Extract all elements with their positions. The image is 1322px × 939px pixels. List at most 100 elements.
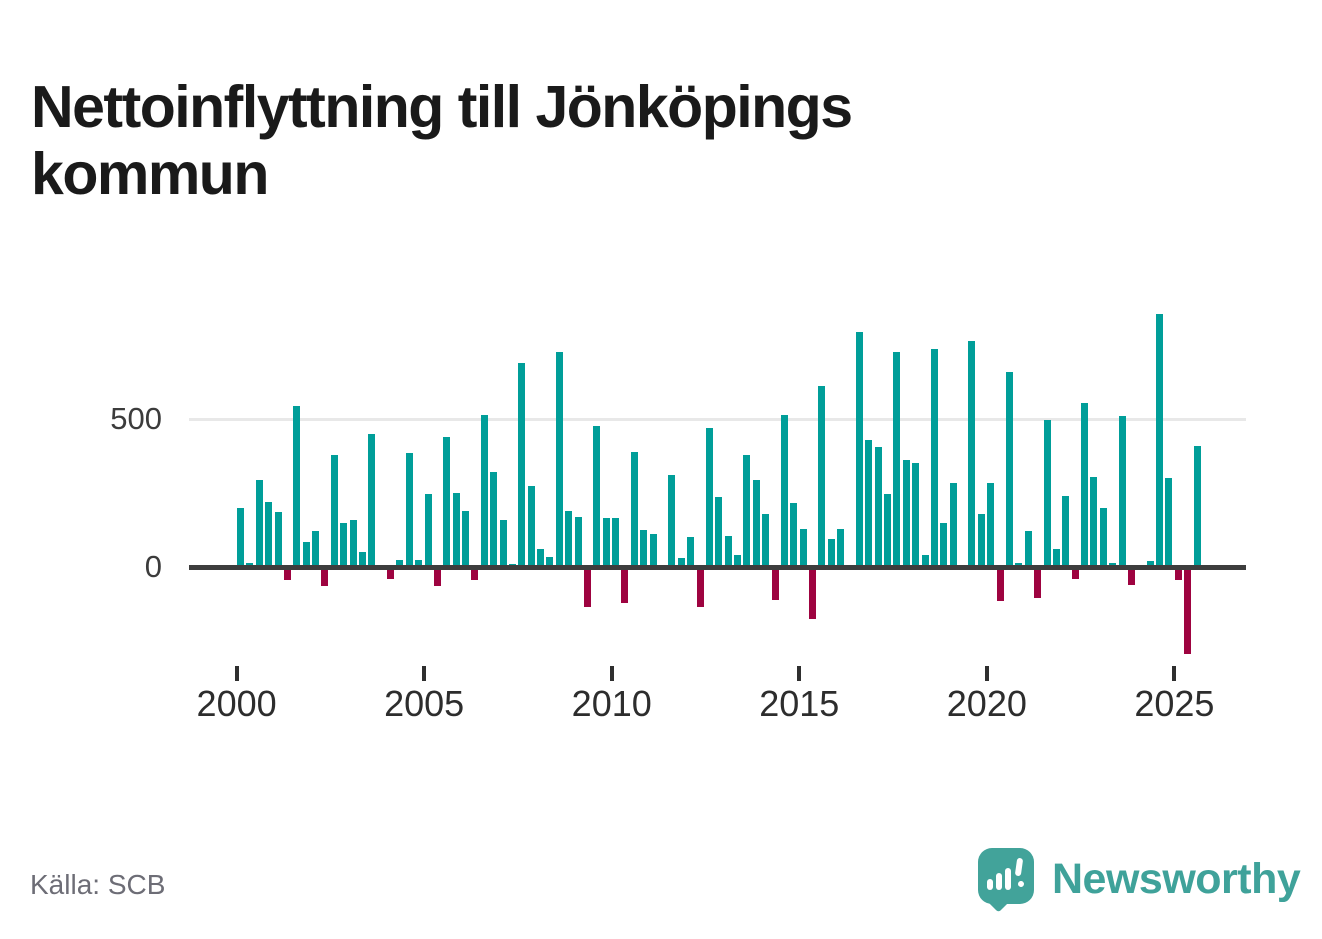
bar-2000Q3 [256,480,263,567]
x-tick-mark-2020 [984,666,989,681]
x-tick-label-2000: 2000 [196,683,277,724]
bar-2024Q2 [1147,561,1154,567]
newsworthy-logo: Newsworthy [978,846,1308,926]
bar-2024Q4 [1165,478,1172,567]
source-note: Källa: SCB [30,869,166,900]
bar-2008Q1 [537,549,544,567]
bar-2012Q2 [697,570,704,607]
bar-2002Q1 [312,531,319,567]
bar-2009Q2 [584,570,591,607]
bar-2015Q4 [828,539,835,567]
bar-2007Q4 [528,486,535,567]
bar-2004Q2 [396,560,403,567]
bar-2016Q1 [837,529,844,567]
bar-2015Q1 [800,529,807,567]
bar-2010Q3 [631,452,638,567]
bar-2006Q2 [471,570,478,580]
bar-2008Q3 [556,352,563,567]
bar-2013Q2 [734,555,741,567]
bar-2001Q4 [303,542,310,567]
bar-2007Q1 [500,520,507,567]
bar-2003Q1 [350,520,357,567]
bar-2002Q4 [340,523,347,567]
bar-2005Q1 [425,494,432,567]
x-tick-mark-2025 [1172,666,1177,681]
bar-2005Q2 [434,570,441,586]
bar-2021Q3 [1044,420,1051,567]
bar-2015Q2 [809,570,816,619]
bar-2019Q1 [950,483,957,567]
bar-2006Q3 [481,415,488,567]
bar-2017Q2 [884,494,891,567]
bar-2002Q3 [331,455,338,567]
bar-2006Q1 [462,511,469,567]
bar-2007Q3 [518,363,525,567]
x-tick-mark-2005 [422,666,427,681]
bar-2015Q3 [818,386,825,567]
bar-2020Q3 [1006,372,1013,567]
bar-2004Q4 [415,560,422,567]
bar-2011Q1 [650,534,657,567]
bar-2011Q3 [668,475,675,567]
bar-2013Q1 [725,536,732,567]
bar-2013Q4 [753,480,760,567]
bar-2000Q1 [237,508,244,567]
bar-2025Q2 [1184,570,1191,654]
x-tick-mark-2000 [234,666,239,681]
bar-2001Q1 [275,512,282,567]
bar-2020Q1 [987,483,994,567]
bar-2022Q2 [1072,570,1079,579]
bar-2008Q2 [546,557,553,567]
bar-2021Q2 [1034,570,1041,598]
bar-2003Q3 [368,434,375,567]
bar-2005Q3 [443,437,450,567]
bar-2016Q3 [856,332,863,567]
logo-mini-bar-icon [1005,868,1011,890]
bar-2021Q1 [1025,531,1032,567]
bar-2006Q4 [490,472,497,567]
bar-2022Q4 [1090,477,1097,567]
bar-2017Q3 [893,352,900,567]
bar-2018Q2 [922,555,929,567]
bar-2021Q4 [1053,549,1060,567]
bar-2004Q1 [387,570,394,579]
bar-2009Q3 [593,426,600,567]
y-gridline-500 [189,417,1246,421]
bar-2025Q3 [1194,446,1201,567]
logo-exclamation-dot-icon [1017,880,1025,888]
logo-mini-bar-icon [996,873,1002,890]
bar-2010Q4 [640,530,647,567]
bar-2014Q4 [790,503,797,567]
bar-2010Q1 [612,518,619,567]
y-tick-label: 0 [144,549,162,584]
bar-2014Q2 [772,570,779,600]
bar-2012Q4 [715,497,722,567]
bar-2013Q3 [743,455,750,567]
x-tick-mark-2015 [797,666,802,681]
bar-2005Q4 [453,493,460,567]
bar-2000Q4 [265,502,272,567]
bar-2008Q4 [565,511,572,567]
bar-2023Q3 [1119,416,1126,567]
bar-2003Q2 [359,552,366,567]
bar-2023Q1 [1100,508,1107,567]
newsworthy-bubble-chart-icon [978,848,1034,904]
bar-2004Q3 [406,453,413,567]
y-tick-label: 500 [110,401,162,436]
bar-2019Q4 [978,514,985,567]
bar-2024Q3 [1156,314,1163,567]
bar-2014Q3 [781,415,788,567]
logo-mini-bar-icon [987,879,993,890]
bar-2018Q3 [931,349,938,567]
brand-name: Newsworthy [1052,855,1301,903]
bar-2018Q4 [940,523,947,567]
bar-2020Q2 [997,570,1004,601]
x-tick-label-2020: 2020 [946,683,1027,724]
bar-2009Q1 [575,517,582,567]
bar-2009Q4 [603,518,610,567]
x-tick-label-2015: 2015 [759,683,840,724]
bar-2022Q3 [1081,403,1088,567]
bar-2017Q4 [903,460,910,567]
x-tick-mark-2010 [609,666,614,681]
